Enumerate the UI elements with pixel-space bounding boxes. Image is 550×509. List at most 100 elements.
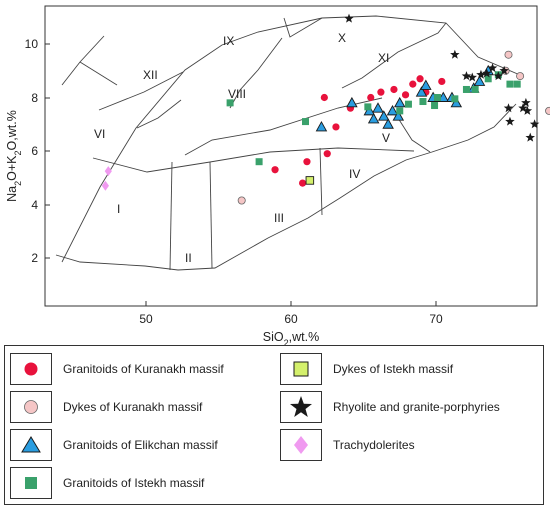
data-point — [529, 119, 540, 129]
data-point — [372, 102, 384, 113]
data-point — [409, 80, 417, 88]
series-trachydolerites — [101, 166, 112, 191]
data-point — [471, 85, 479, 93]
x-axis-title: SiO2,wt.% — [263, 330, 319, 345]
divider-line-k — [283, 17, 323, 38]
data-point — [104, 166, 112, 177]
y-tick-label-4: 4 — [31, 198, 38, 212]
data-point — [401, 91, 410, 99]
data-point — [226, 99, 234, 107]
data-point — [503, 103, 514, 113]
field-boundaries — [55, 15, 521, 271]
legend-label: Granitoids of Istekh massif — [63, 476, 205, 490]
data-point — [396, 107, 404, 115]
data-point — [320, 93, 328, 102]
y-axis-title: Na2O+K2O,wt.% — [5, 110, 23, 202]
legend-symbol — [280, 429, 322, 461]
data-point — [416, 75, 424, 83]
legend-label: Granitoids of Kuranakh massif — [63, 362, 224, 376]
data-point — [473, 75, 486, 86]
data-point — [305, 176, 315, 185]
data-point — [364, 103, 372, 111]
divider-line-c — [319, 147, 323, 216]
data-point — [323, 150, 331, 158]
data-point — [378, 110, 390, 121]
data-point — [332, 123, 340, 131]
circle-marker-icon — [24, 362, 38, 376]
legend-label: Rhyolite and granite-porphyries — [333, 400, 500, 414]
data-point — [487, 63, 498, 73]
tas-diagram: IX X XI XII VIII VI V IV I III II 50 60 … — [5, 5, 550, 345]
data-point — [505, 116, 515, 126]
data-point — [493, 71, 504, 81]
legend-label: Dykes of Kuranakh massif — [63, 400, 203, 414]
divider-line-f — [136, 99, 182, 129]
series-dykes-of-istekh-massif — [305, 176, 315, 185]
legend-symbol — [10, 353, 52, 385]
legend-item-dykes-kuranakh: Dykes of Kuranakh massif — [10, 391, 202, 423]
field-label-xii: XII — [143, 68, 158, 82]
x-tick-label-50: 50 — [139, 312, 153, 326]
data-point — [315, 120, 328, 132]
legend-symbol — [10, 467, 52, 499]
field-label-xi: XI — [378, 51, 389, 65]
legend-symbol — [280, 391, 322, 423]
legend-symbol — [10, 429, 52, 461]
data-point — [461, 71, 472, 81]
divider-line-g — [229, 37, 283, 109]
divider-line-j — [79, 61, 118, 86]
data-point — [438, 77, 446, 86]
data-point — [302, 118, 309, 126]
data-point — [499, 65, 509, 75]
legend-label: Granitoids of Elikchan massif — [63, 438, 218, 452]
data-point — [386, 104, 399, 116]
data-point — [346, 96, 358, 108]
legend-item-granitoids-istekh: Granitoids of Istekh massif — [10, 467, 204, 499]
series-rhyolite-and-granite-porphyries — [344, 13, 540, 142]
x-tick-label-60: 60 — [284, 312, 298, 326]
data-point — [419, 98, 427, 106]
divider-line-h — [341, 22, 447, 89]
data-point — [299, 179, 307, 187]
data-point — [101, 180, 109, 191]
data-point — [506, 80, 514, 88]
data-point — [484, 75, 492, 83]
data-point — [522, 105, 533, 115]
data-point — [367, 112, 380, 124]
field-label-iii: III — [274, 211, 284, 225]
data-point — [415, 86, 428, 97]
y-tick-label-8: 8 — [31, 91, 38, 105]
data-point — [451, 95, 459, 103]
data-point — [476, 69, 486, 79]
data-point — [450, 96, 463, 108]
y-tick-label-10: 10 — [25, 37, 39, 51]
inner-boundary-line — [92, 147, 415, 173]
data-point — [516, 72, 525, 81]
data-point — [382, 118, 394, 129]
field-label-v: V — [382, 131, 390, 145]
field-label-ii: II — [185, 251, 192, 265]
data-point — [431, 102, 439, 110]
circle-marker-icon — [24, 400, 38, 414]
data-point — [363, 104, 376, 116]
legend-label: Dykes of Istekh massif — [333, 362, 454, 376]
data-point — [420, 79, 432, 90]
data-point — [303, 158, 311, 166]
legend-item-trachydolerites: Trachydolerites — [280, 429, 415, 461]
legend-item-granitoids-kuranakh: Granitoids of Kuranakh massif — [10, 353, 224, 385]
data-point — [255, 158, 263, 166]
data-point — [521, 97, 531, 107]
field-label-vi: VI — [94, 127, 105, 141]
divider-line-i — [61, 35, 105, 86]
data-point — [545, 106, 550, 115]
divider-line-e — [98, 71, 184, 111]
legend-item-rhyolite: Rhyolite and granite-porphyries — [280, 391, 500, 423]
triangle-marker-icon — [21, 436, 41, 453]
divider-line-d — [397, 117, 431, 153]
field-label-iv: IV — [349, 167, 360, 181]
series-granitoids-of-kuranakh-massif — [271, 75, 446, 187]
data-point — [377, 88, 385, 96]
legend-symbol — [280, 353, 322, 385]
data-point — [237, 196, 246, 205]
lower-boundary-line — [55, 103, 517, 271]
